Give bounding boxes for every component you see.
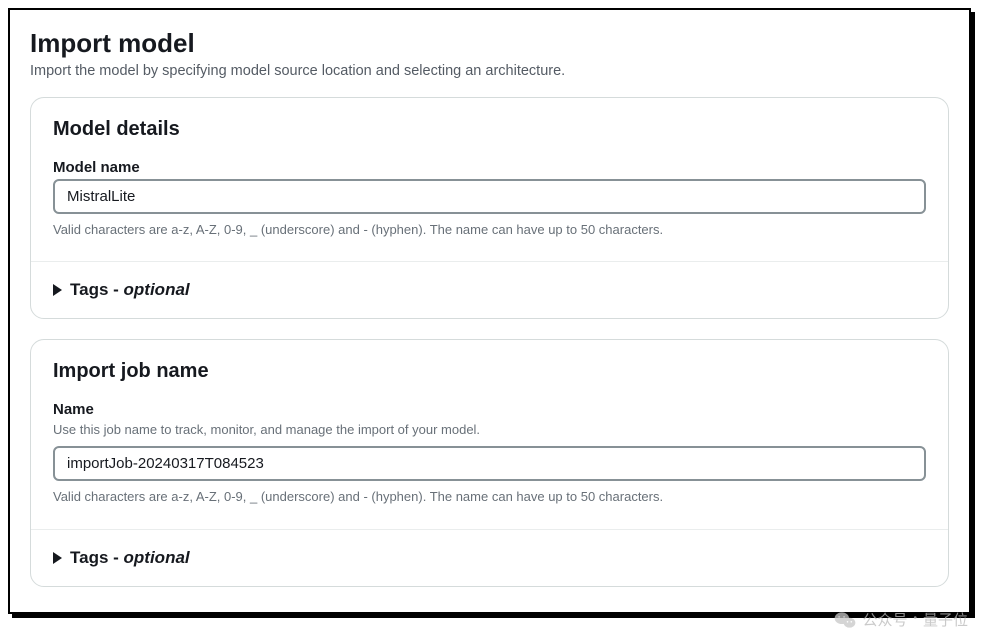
job-name-field: Name Use this job name to track, monitor… [53, 401, 926, 506]
model-tags-toggle[interactable]: Tags - optional [53, 262, 926, 318]
model-details-panel: Model details Model name Valid character… [30, 97, 949, 319]
tags-optional: optional [124, 280, 190, 299]
caret-right-icon [53, 552, 62, 564]
import-model-frame: Import model Import the model by specify… [8, 8, 971, 614]
tags-label: Tags - [70, 280, 124, 299]
model-name-input[interactable] [53, 179, 926, 214]
job-name-hint: Valid characters are a-z, A-Z, 0-9, _ (u… [53, 488, 926, 506]
page-subtitle: Import the model by specifying model sou… [30, 63, 949, 79]
tags-optional: optional [124, 548, 190, 567]
job-name-input[interactable] [53, 446, 926, 481]
model-name-field: Model name Valid characters are a-z, A-Z… [53, 159, 926, 239]
watermark-dot: • [913, 613, 917, 624]
model-name-label: Model name [53, 159, 926, 176]
job-name-sublabel: Use this job name to track, monitor, and… [53, 421, 926, 439]
tags-label: Tags - [70, 548, 124, 567]
page-title: Import model [30, 28, 949, 59]
model-details-title: Model details [53, 118, 926, 141]
import-job-title: Import job name [53, 360, 926, 383]
import-job-panel: Import job name Name Use this job name t… [30, 339, 949, 586]
job-name-label: Name [53, 401, 926, 418]
job-tags-toggle[interactable]: Tags - optional [53, 530, 926, 586]
model-name-hint: Valid characters are a-z, A-Z, 0-9, _ (u… [53, 221, 926, 239]
caret-right-icon [53, 284, 62, 296]
